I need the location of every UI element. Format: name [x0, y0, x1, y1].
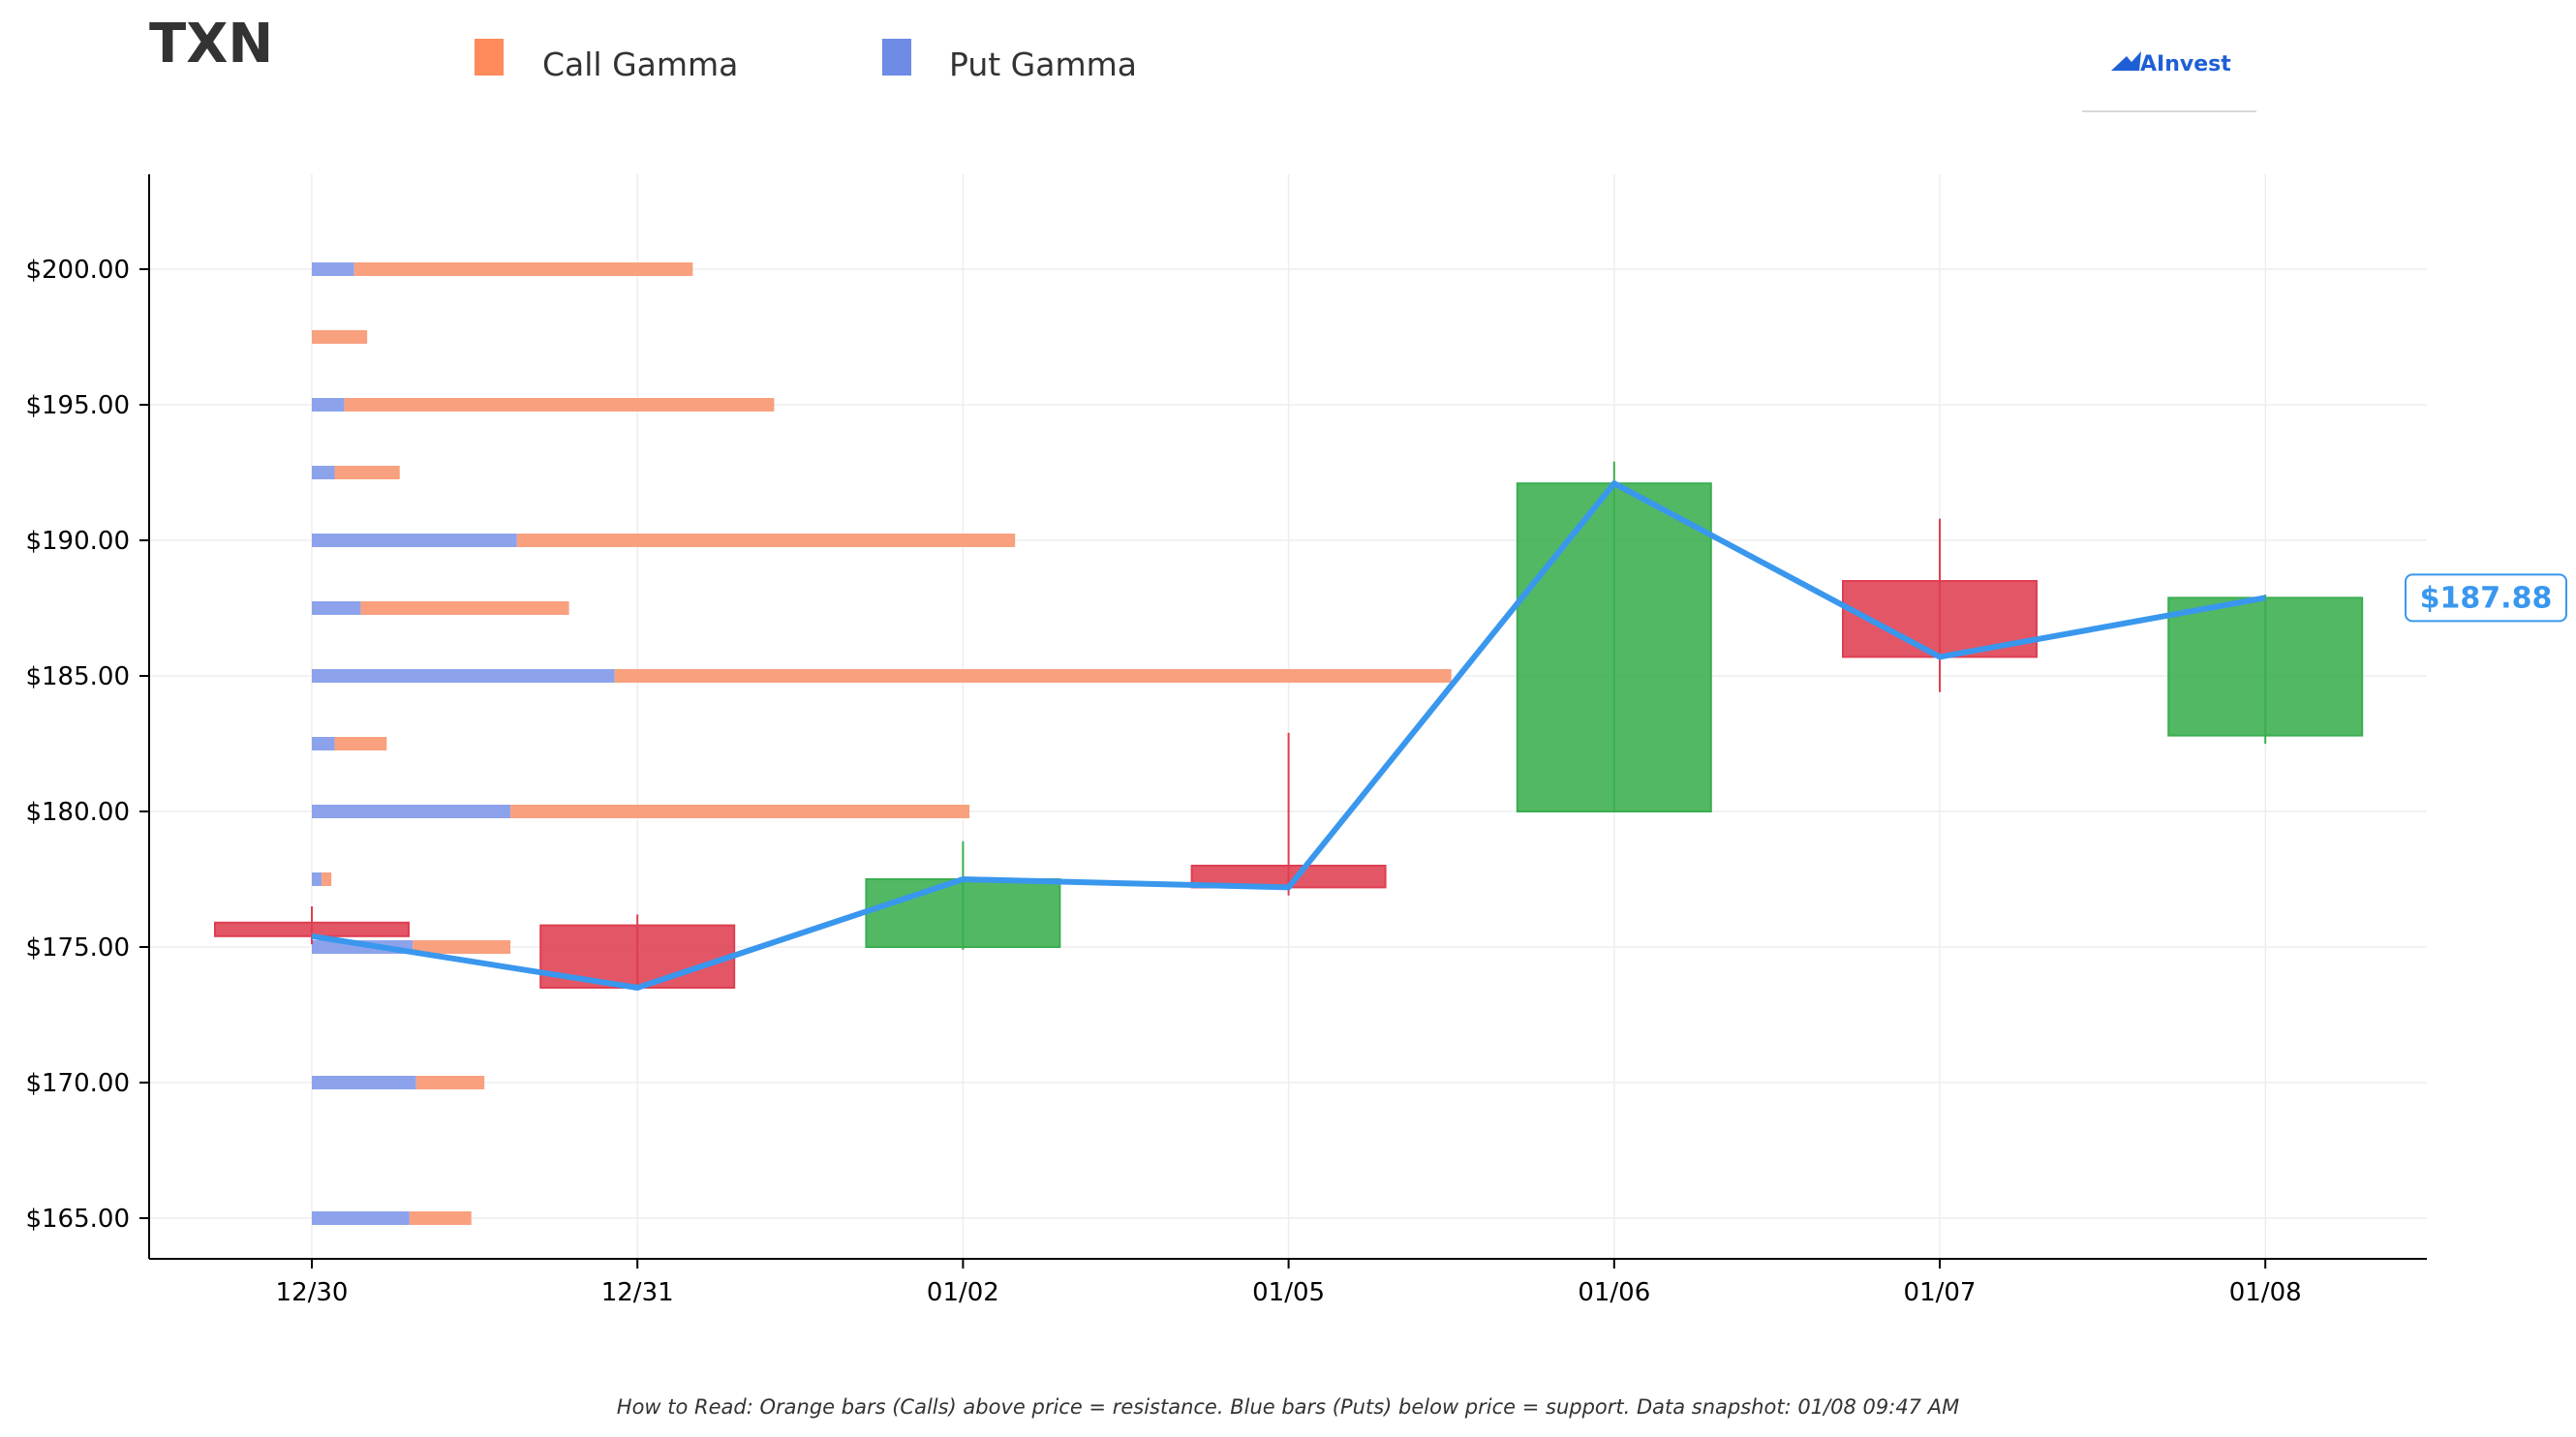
candle-body [865, 878, 1061, 948]
candle-body [1516, 482, 1712, 812]
x-tick-label: 01/07 [1904, 1278, 1977, 1307]
put-gamma-bar [312, 1211, 410, 1225]
legend-put-label: Put Gamma [949, 46, 1137, 83]
legend-put-swatch [882, 39, 911, 76]
logo-text: AInvest [2140, 52, 2231, 76]
put-gamma-bar [312, 601, 361, 615]
x-tick-label: 12/31 [601, 1278, 674, 1307]
ticker-title: TXN [149, 13, 273, 76]
put-gamma-bar [312, 398, 345, 412]
call-gamma-bar [344, 398, 775, 412]
ainvest-logo: AInvest [2082, 51, 2256, 112]
y-tick-label: $170.00 [25, 1069, 130, 1098]
logo-mark-icon [2111, 51, 2141, 71]
call-gamma-bar [510, 805, 970, 818]
call-gamma-bar [334, 466, 400, 479]
x-tick-label: 01/08 [2229, 1278, 2302, 1307]
x-tick-label: 12/30 [276, 1278, 349, 1307]
put-gamma-bar [312, 669, 615, 683]
y-tick-label: $185.00 [25, 662, 130, 691]
legend-call-label: Call Gamma [542, 46, 738, 83]
y-tick-label: $175.00 [25, 933, 130, 963]
last-price-badge [2405, 573, 2567, 623]
y-tick-label: $180.00 [25, 798, 130, 827]
candle-body [214, 921, 410, 937]
x-tick-label: 01/05 [1252, 1278, 1325, 1307]
call-gamma-bar [322, 872, 332, 886]
put-gamma-bar [312, 262, 354, 276]
put-gamma-bar [312, 534, 517, 547]
put-gamma-bar [312, 466, 335, 479]
x-tick-label: 01/06 [1578, 1278, 1650, 1307]
put-gamma-bar [312, 1076, 416, 1089]
put-gamma-bar [312, 805, 511, 818]
call-gamma-bar [516, 534, 1016, 547]
y-tick-label: $190.00 [25, 527, 130, 556]
call-gamma-bar [413, 940, 511, 954]
call-gamma-bar [353, 262, 693, 276]
call-gamma-bar [409, 1211, 472, 1225]
y-tick-label: $165.00 [25, 1205, 130, 1234]
x-tick-label: 01/02 [927, 1278, 999, 1307]
last-price-label: $187.88 [2420, 581, 2553, 615]
y-tick-label: $195.00 [25, 391, 130, 420]
call-gamma-bar [415, 1076, 485, 1089]
footer-note: How to Read: Orange bars (Calls) above p… [617, 1395, 1959, 1419]
candle-body [2167, 596, 2364, 737]
call-gamma-bar [334, 737, 387, 750]
call-gamma-bar [614, 669, 1452, 683]
call-gamma-bar [360, 601, 569, 615]
put-gamma-bar [312, 872, 322, 886]
close-price-line [311, 480, 2266, 991]
put-gamma-bar [312, 737, 335, 750]
y-tick-label: $200.00 [25, 256, 130, 285]
call-gamma-bar [312, 330, 368, 344]
legend-call-swatch [475, 39, 504, 76]
